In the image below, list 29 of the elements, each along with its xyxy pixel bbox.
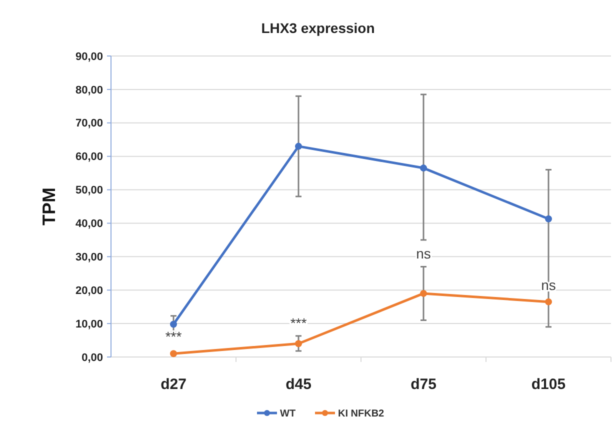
x-tick-label: d75 bbox=[410, 376, 436, 393]
y-tick-label: 30,00 bbox=[75, 252, 103, 264]
y-tick-label: 40,00 bbox=[75, 218, 103, 230]
point bbox=[545, 215, 552, 222]
point bbox=[170, 350, 177, 358]
y-tick-label: 80,00 bbox=[75, 84, 103, 96]
point bbox=[295, 142, 302, 150]
point bbox=[295, 340, 302, 348]
point bbox=[170, 320, 177, 328]
legend-label: KI NFKB2 bbox=[338, 408, 385, 420]
chart-title: LHX3 expression bbox=[261, 20, 375, 36]
x-tick-label: d27 bbox=[160, 376, 186, 393]
x-tick-label: d45 bbox=[286, 376, 312, 393]
annotation: *** bbox=[290, 314, 308, 331]
y-tick-label: 60,00 bbox=[75, 151, 103, 164]
y-tick-label: 20,00 bbox=[75, 284, 103, 297]
annotation: ns bbox=[416, 246, 431, 262]
y-axis-title: TPM bbox=[39, 188, 59, 226]
y-tick-label: 70,00 bbox=[75, 118, 103, 130]
y-tick-label: 10,00 bbox=[75, 318, 103, 330]
annotation: *** bbox=[165, 328, 182, 345]
legend-label: WT bbox=[280, 408, 296, 420]
point bbox=[420, 164, 427, 172]
y-tick-label: 50,00 bbox=[75, 184, 103, 197]
x-tick-label: d105 bbox=[531, 376, 566, 393]
y-tick-label: 0,00 bbox=[82, 352, 103, 364]
y-tick-label: 90,00 bbox=[75, 50, 103, 63]
point bbox=[545, 298, 552, 306]
point bbox=[420, 290, 427, 297]
